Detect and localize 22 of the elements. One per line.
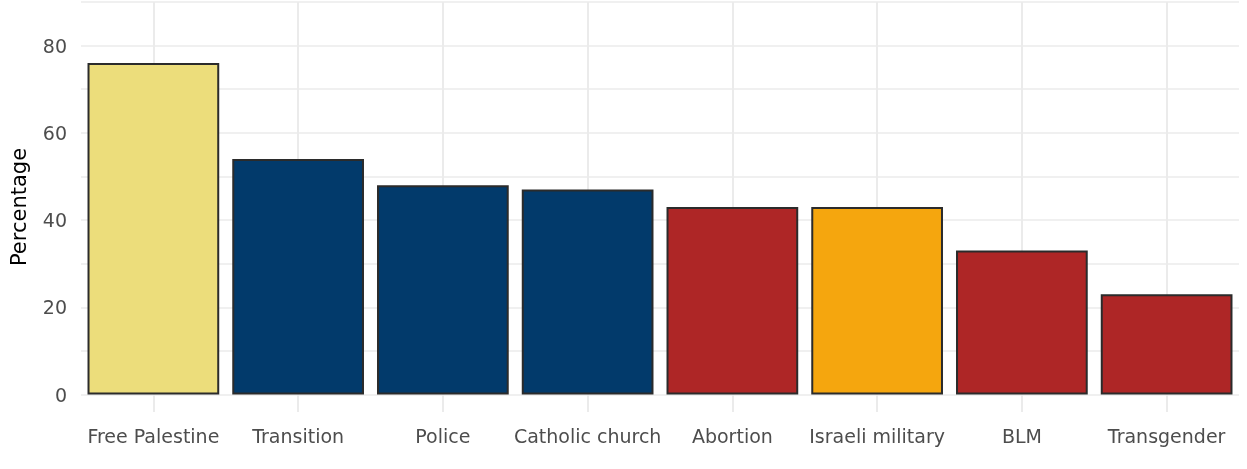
x-tick-label: Police: [415, 424, 471, 447]
x-tick-label: Free Palestine: [87, 424, 220, 447]
bar: [1100, 294, 1233, 395]
x-tick-label: Transition: [251, 424, 345, 447]
y-tick-label: 40: [42, 209, 67, 232]
bar: [521, 189, 654, 395]
x-tick-label: BLM: [1001, 424, 1042, 447]
bar: [232, 159, 364, 395]
bar: [811, 207, 943, 395]
x-tick-label: Catholic church: [513, 424, 662, 447]
x-tick-label: Transgender: [1106, 424, 1226, 447]
bar: [377, 185, 509, 395]
y-tick-label: 60: [42, 121, 67, 144]
bar: [666, 207, 799, 395]
bar: [87, 63, 220, 395]
y-axis-title: Percentage: [6, 147, 31, 267]
y-tick-label: 0: [54, 383, 67, 406]
x-tick-label: Israeli military: [809, 424, 945, 447]
y-tick-label: 20: [42, 296, 67, 319]
y-tick-label: 80: [42, 34, 67, 57]
x-tick-label: Abortion: [691, 424, 773, 447]
bar: [956, 250, 1088, 395]
